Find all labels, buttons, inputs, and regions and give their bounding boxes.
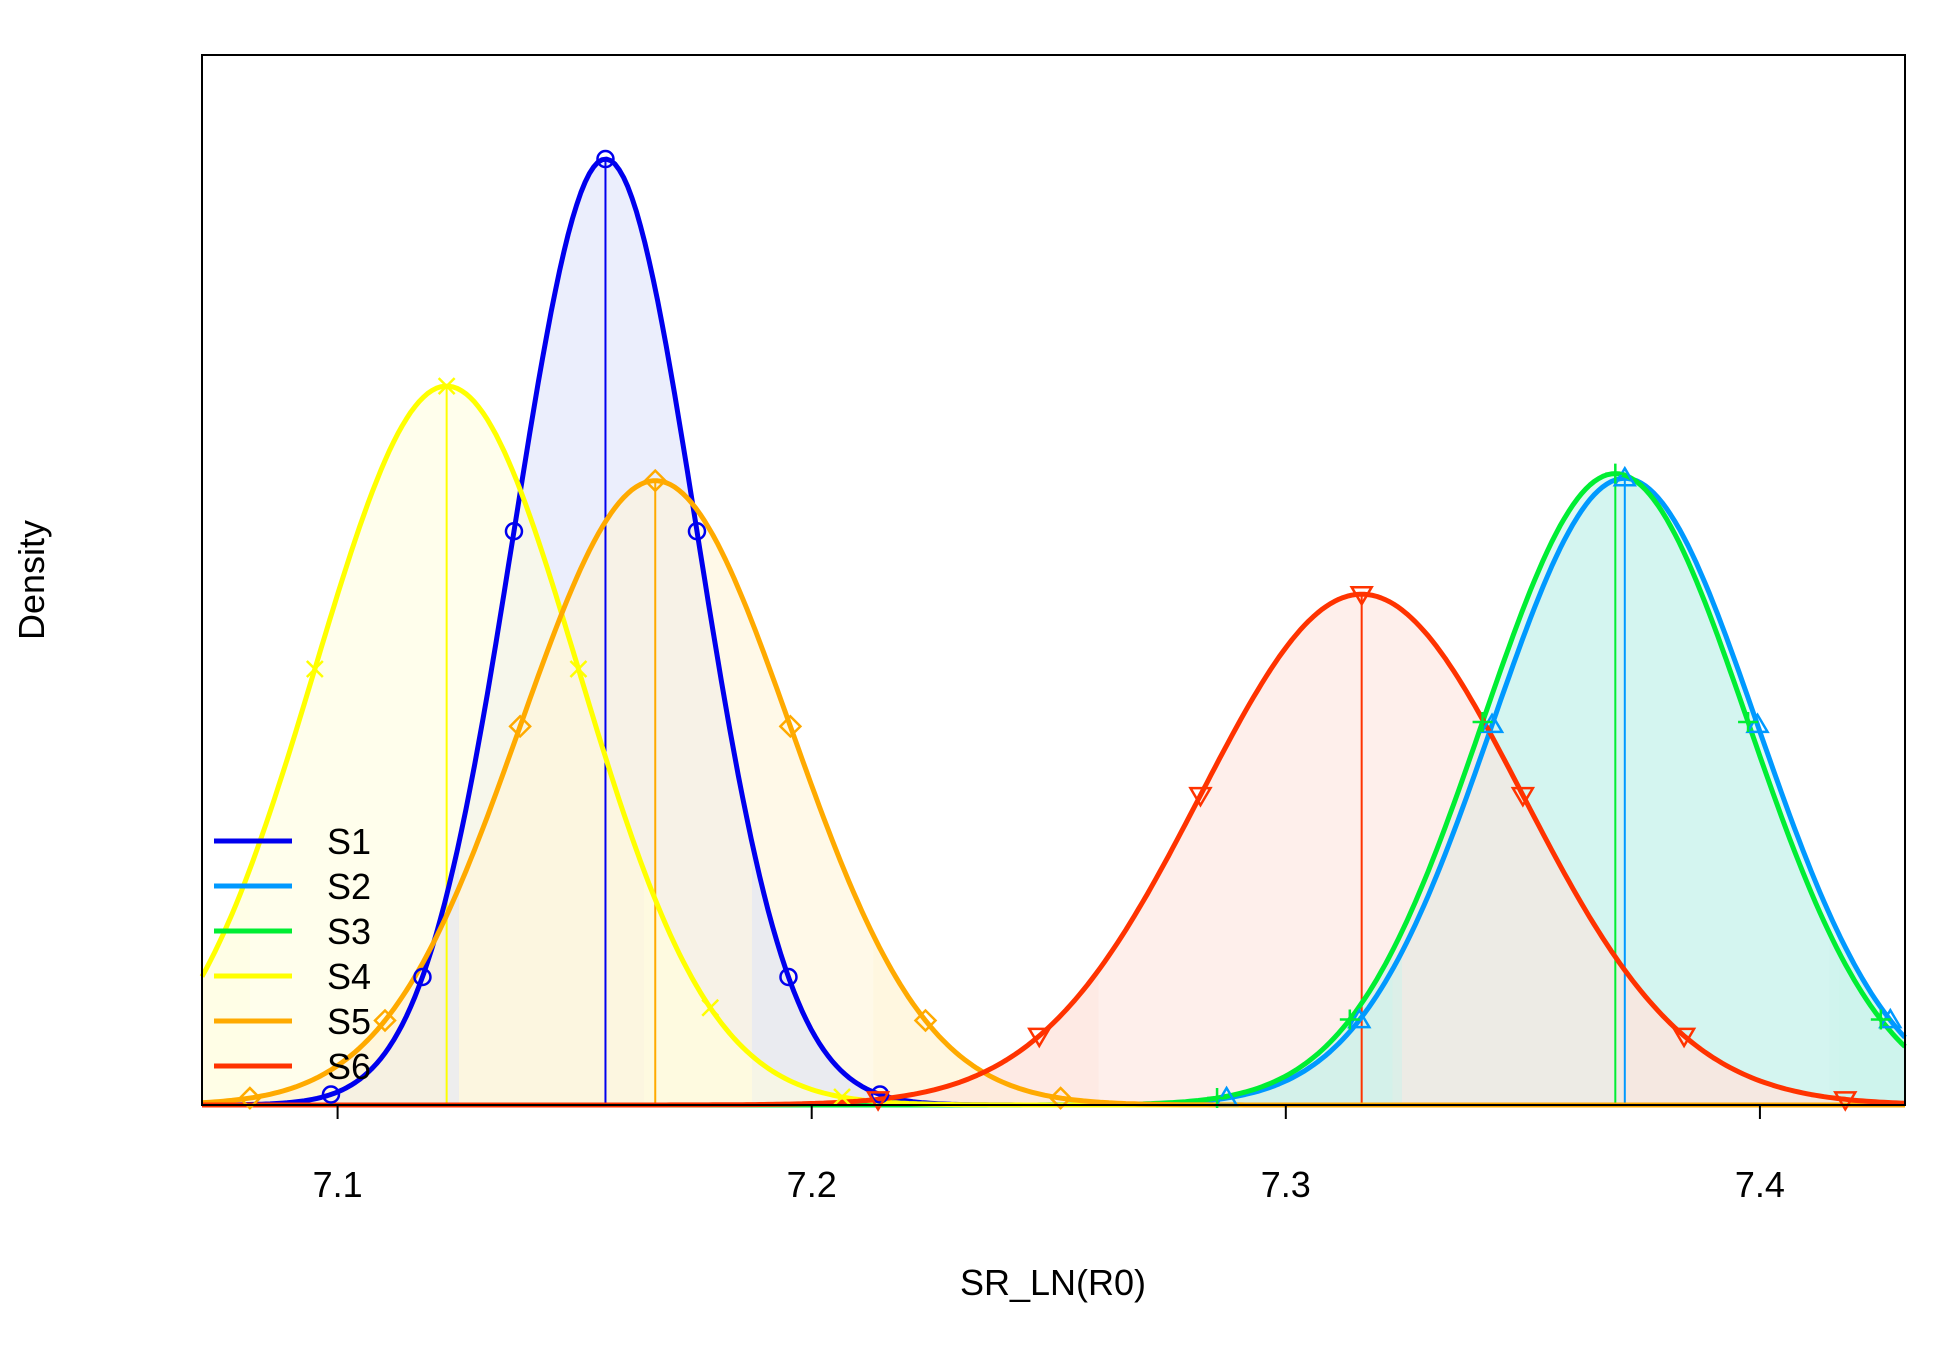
- legend-label-s1: S1: [327, 821, 371, 862]
- marker-s6-1: [1027, 1027, 1052, 1049]
- ci-lower-tail-s6: [202, 970, 1099, 1105]
- legend-label-s4: S4: [327, 956, 371, 997]
- marker-s6-2: [1188, 786, 1213, 808]
- marker-s2-2: [1479, 712, 1505, 734]
- marker-s6-5: [1671, 1027, 1697, 1049]
- marker-s3-4: [1738, 712, 1759, 733]
- marker-s4-6: [833, 1088, 851, 1106]
- x-axis: 7.1 7.2 7.3 7.4: [313, 1105, 1785, 1205]
- legend-item-s1: S1: [214, 821, 371, 862]
- marker-s5-1: [373, 1008, 397, 1033]
- legend-label-s6: S6: [327, 1046, 371, 1087]
- x-axis-label: SR_LN(R0): [960, 1262, 1146, 1303]
- marker-s5-2: [508, 714, 532, 739]
- marker-s4-5: [701, 998, 720, 1017]
- marker-s1-2: [504, 522, 524, 541]
- marker-s3-3: [1605, 463, 1626, 484]
- legend-item-s4: S4: [214, 956, 371, 997]
- x-tick-label-3: 7.4: [1735, 1164, 1785, 1205]
- marker-s6-0: [865, 1091, 891, 1112]
- marker-s6-6: [1833, 1091, 1858, 1112]
- marker-s6-3: [1349, 585, 1374, 607]
- ci-upper-tail-s6: [1622, 967, 1905, 1105]
- plot-frame: [201, 54, 1906, 1106]
- legend-label-s5: S5: [327, 1001, 371, 1042]
- ci-upper-tail-s3: [1829, 933, 1905, 1105]
- marker-s1-4: [687, 522, 707, 541]
- x-tick-label-0: 7.1: [313, 1164, 363, 1205]
- legend-item-s6: S6: [214, 1046, 371, 1087]
- marker-s5-0: [238, 1086, 262, 1110]
- legend-label-s3: S3: [327, 911, 371, 952]
- marker-s4-3: [437, 377, 456, 395]
- marker-s1-5: [779, 967, 798, 987]
- marker-s3-2: [1472, 712, 1493, 733]
- legend-label-s2: S2: [327, 866, 371, 907]
- marker-s1-0: [321, 1085, 341, 1104]
- y-axis-label: Density: [11, 520, 52, 640]
- density-fill-s5: [202, 480, 1905, 1105]
- legend-item-s5: S5: [214, 1001, 371, 1042]
- ci-lower-tail-s4: [202, 869, 250, 1105]
- marker-s4-4: [569, 660, 588, 678]
- ci-upper-tail-s4: [643, 870, 1906, 1105]
- marker-s5-3: [643, 468, 668, 493]
- marker-s2-3: [1612, 465, 1637, 487]
- marker-s3-5: [1870, 1009, 1891, 1030]
- marker-s4-2: [305, 660, 324, 678]
- marker-s1-3: [596, 149, 615, 169]
- marker-s5-5: [913, 1008, 938, 1033]
- legend-item-s2: S2: [214, 866, 371, 907]
- marker-s5-4: [778, 714, 803, 739]
- marker-s1-1: [413, 967, 432, 987]
- marker-s2-4: [1745, 712, 1770, 734]
- legend-item-s3: S3: [214, 911, 371, 952]
- ci-lower-tail-s3: [202, 950, 1393, 1105]
- x-tick-label-1: 7.2: [787, 1164, 837, 1205]
- x-tick-label-2: 7.3: [1261, 1164, 1311, 1205]
- marker-s3-1: [1339, 1009, 1360, 1030]
- marker-s5-6: [1048, 1086, 1073, 1110]
- marker-s6-4: [1510, 786, 1536, 808]
